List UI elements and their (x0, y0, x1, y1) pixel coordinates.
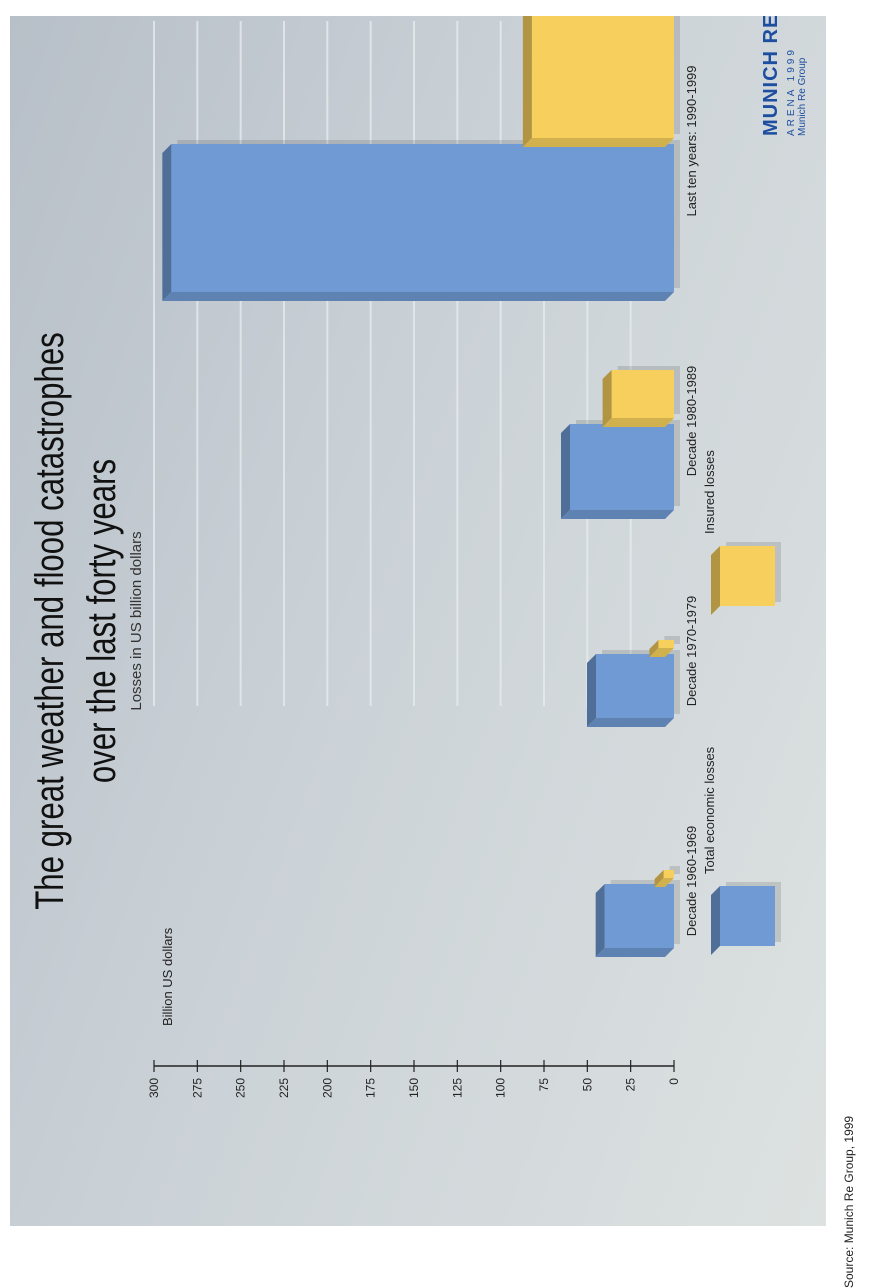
bar-side-face (602, 418, 674, 427)
bar-top-face (587, 654, 596, 727)
y-tick-label: 250 (234, 1078, 248, 1098)
bar-side-face (522, 138, 674, 147)
bar-top-face (162, 144, 172, 301)
bar-total (171, 144, 674, 292)
legend-label: Total economic losses (702, 746, 717, 874)
y-tick-label: 225 (277, 1078, 291, 1098)
bar-total (604, 884, 675, 948)
y-tick-label: 25 (624, 1078, 638, 1092)
bar-top-face (595, 884, 605, 957)
y-tick-label: 75 (537, 1078, 551, 1092)
bar-top-face (522, 16, 532, 147)
bar-side-face (162, 292, 674, 301)
y-tick-label: 100 (494, 1078, 508, 1098)
bar-insured (611, 370, 674, 418)
legend-swatch-top (711, 886, 720, 955)
logo-subtitle: ARENA 1999 (786, 47, 797, 136)
legend-swatch (720, 886, 775, 946)
logo-organization: Munich Re Group (797, 57, 808, 136)
bar-insured (663, 870, 674, 878)
y-tick-label: 50 (580, 1078, 594, 1092)
bar-side-face (595, 948, 674, 957)
logo-brand: MUNICH RE (760, 16, 783, 136)
y-tick-label: 150 (407, 1078, 421, 1098)
bar-side-face (561, 510, 674, 519)
y-tick-label: 200 (320, 1078, 334, 1098)
bar-insured (658, 640, 675, 648)
chart-panel: The great weather and flood catastrophes… (10, 16, 826, 1226)
bar-side-face (649, 648, 674, 657)
y-tick-label: 125 (450, 1078, 464, 1098)
y-tick-label: 275 (190, 1078, 204, 1098)
y-tick-label: 175 (364, 1078, 378, 1098)
bar-top-face (654, 870, 664, 887)
bar-top-face (561, 424, 570, 519)
bar-side-face (654, 878, 674, 887)
bar-insured (531, 16, 674, 138)
x-category-label: Last ten years: 1990-1999 (684, 65, 699, 216)
bar-top-face (602, 370, 612, 427)
chart-plot: 0 25 50 75 100 125 150 175 200 225 250 275 300 Decade… (147, 16, 781, 1098)
bar-top-face (649, 640, 659, 657)
logo: MUNICH RE ARENA 1999 Munich Re Group (760, 16, 808, 136)
bar-side-face (587, 718, 674, 727)
source-note: Source: Munich Re Group, 1999 (842, 1115, 856, 1288)
legend-label: Insured losses (702, 450, 717, 534)
legend-swatch-top (711, 546, 720, 615)
x-category-label: Decade 1980-1989 (684, 366, 699, 477)
y-tick-label: 300 (147, 1078, 161, 1098)
x-category-label: Decade 1960-1969 (684, 826, 699, 937)
legend-swatch (720, 546, 775, 606)
y-tick-label: 0 (667, 1078, 681, 1085)
x-category-label: Decade 1970-1979 (684, 596, 699, 707)
bar-total (596, 654, 674, 718)
bar-total (570, 424, 674, 510)
